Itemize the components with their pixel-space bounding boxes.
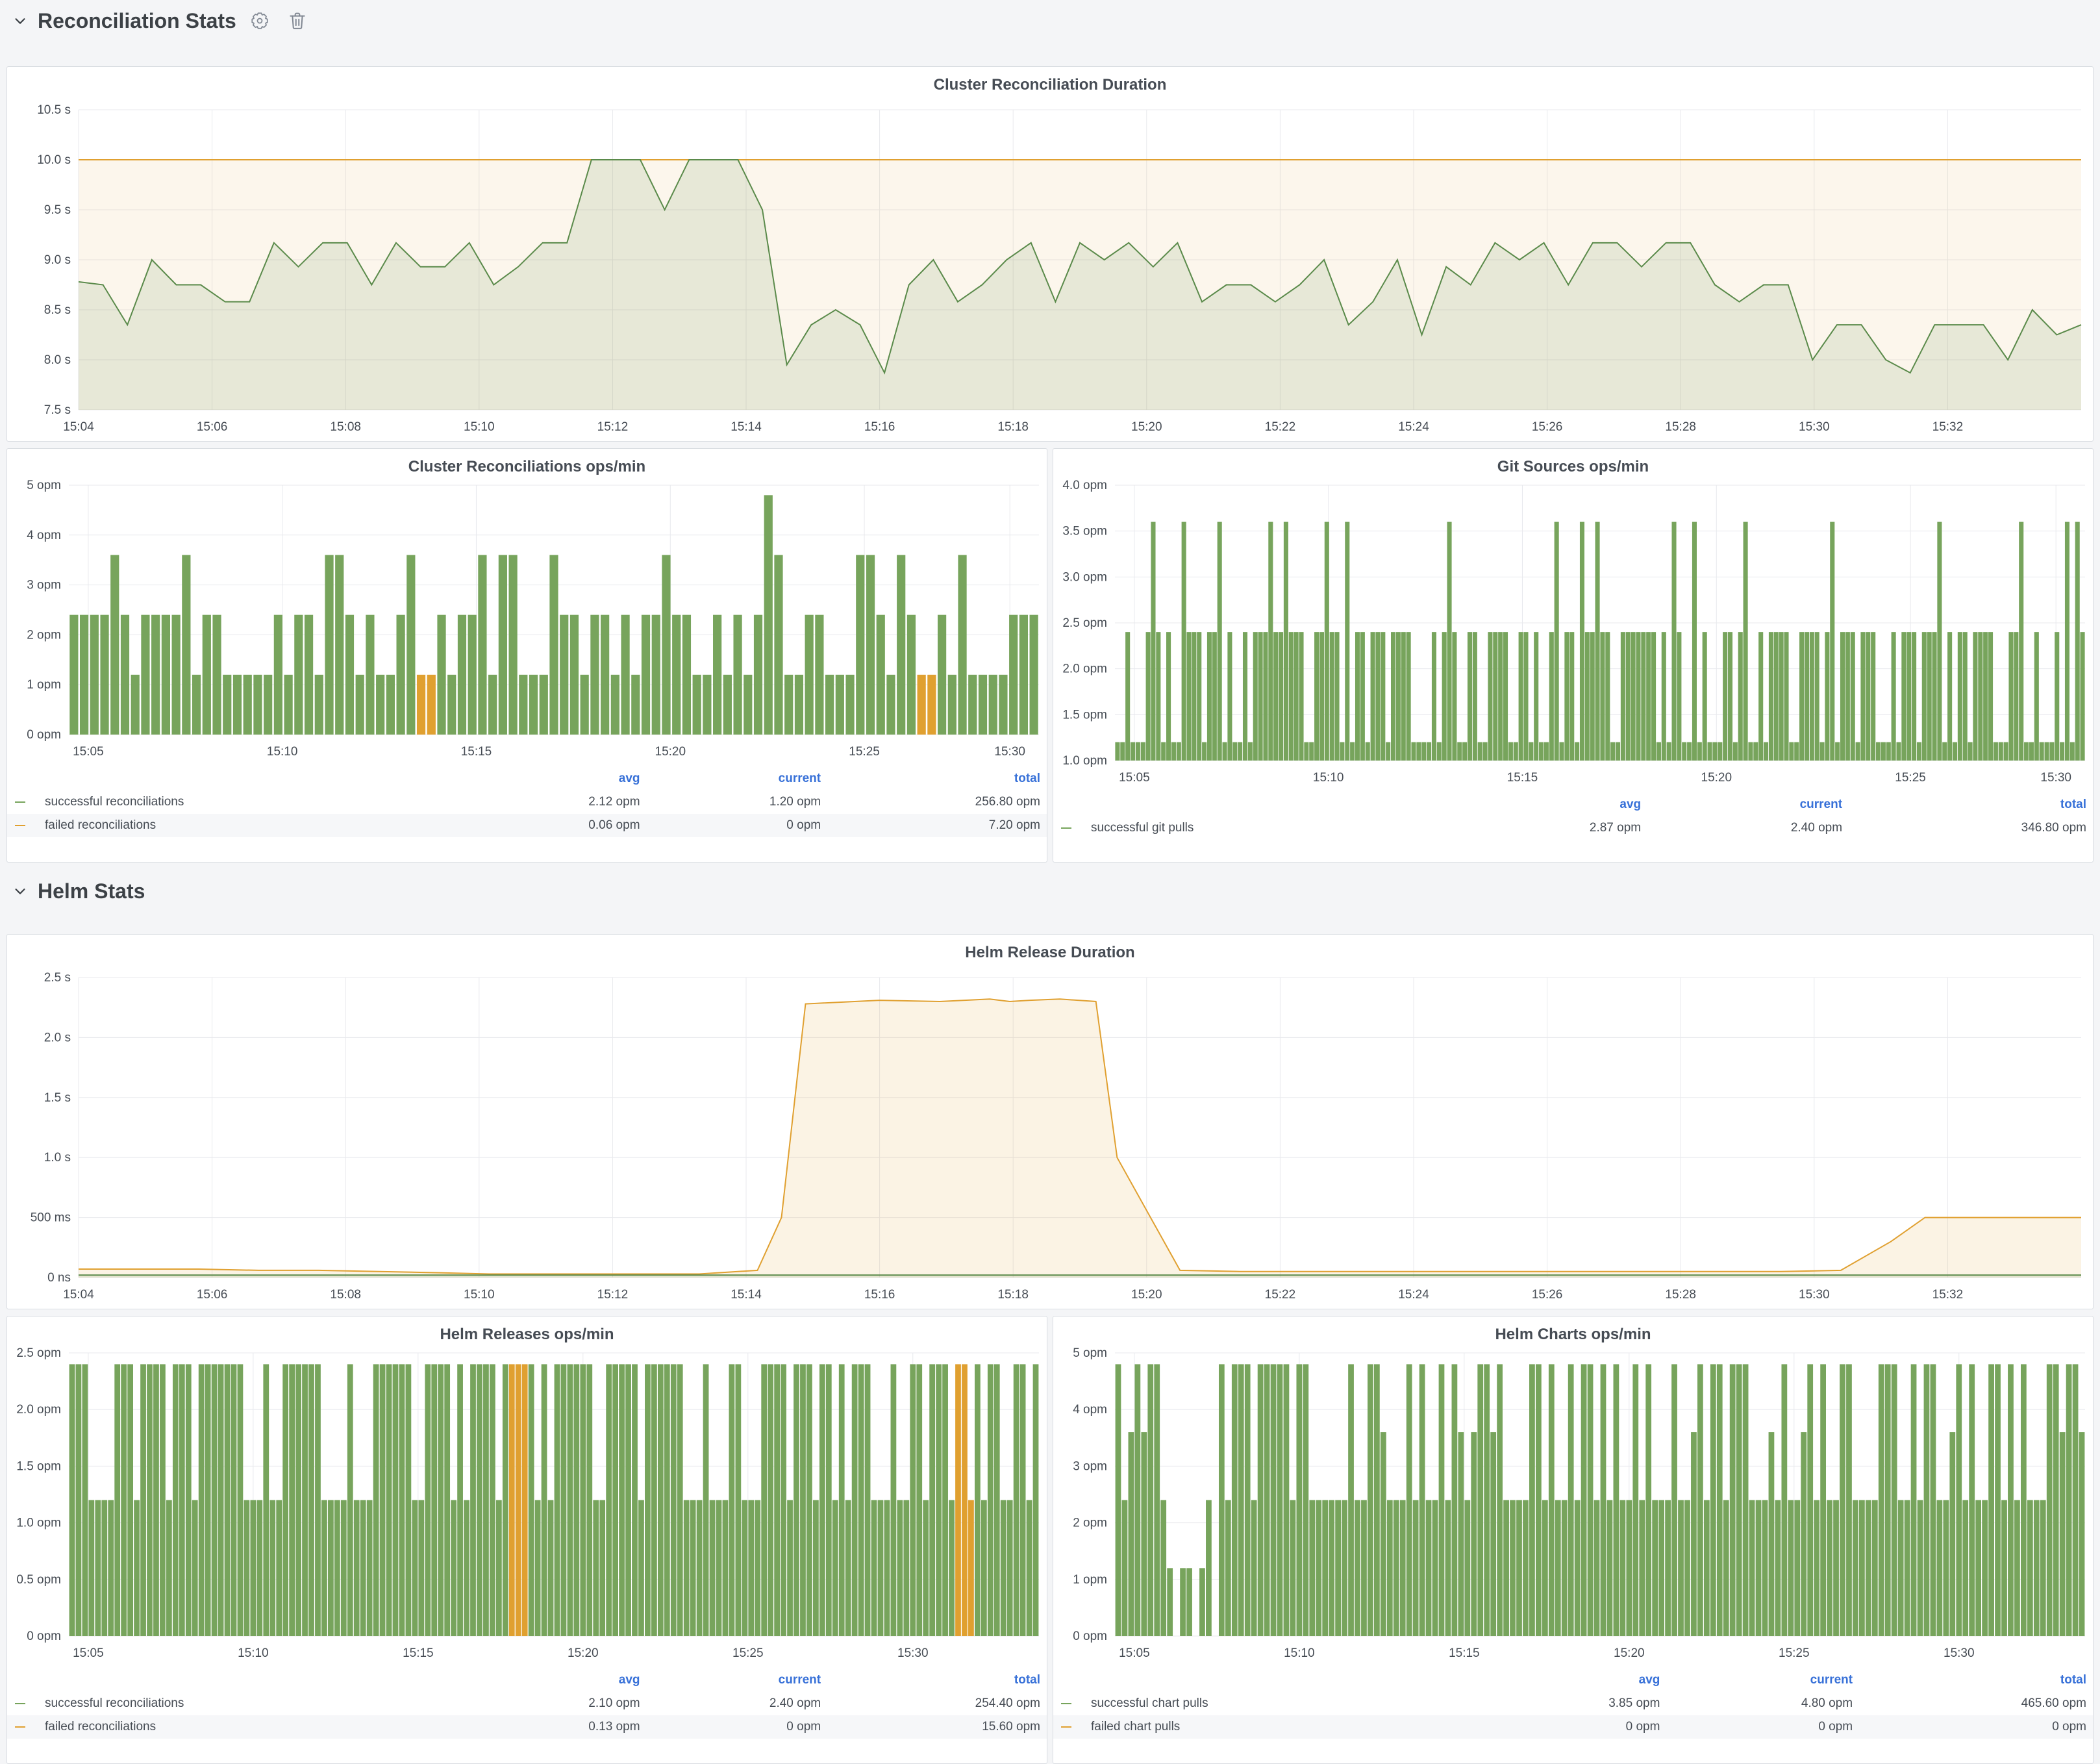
svg-text:2.5 opm: 2.5 opm [1062,616,1107,630]
svg-text:1.5 s: 1.5 s [44,1091,71,1105]
svg-text:15:30: 15:30 [1799,1288,1830,1302]
svg-text:3 opm: 3 opm [27,579,61,592]
svg-text:8.5 s: 8.5 s [44,303,71,317]
svg-text:15:14: 15:14 [731,420,762,434]
svg-text:0.5 opm: 0.5 opm [16,1573,61,1587]
svg-text:10.5 s: 10.5 s [37,103,71,117]
svg-text:15:15: 15:15 [403,1646,434,1660]
svg-text:15:10: 15:10 [238,1646,269,1660]
svg-text:15:22: 15:22 [1265,420,1296,434]
svg-text:15:15: 15:15 [1507,771,1538,785]
svg-text:10.0 s: 10.0 s [37,153,71,167]
svg-text:15:24: 15:24 [1398,1288,1429,1302]
svg-text:15:15: 15:15 [461,745,492,759]
svg-text:15:32: 15:32 [1932,1288,1964,1302]
svg-text:15:20: 15:20 [1131,1288,1162,1302]
svg-text:9.5 s: 9.5 s [44,203,71,217]
svg-text:15:15: 15:15 [1449,1646,1480,1660]
svg-text:15:06: 15:06 [197,420,228,434]
svg-text:0 opm: 0 opm [1073,1630,1107,1643]
svg-text:15:25: 15:25 [1895,771,1926,785]
svg-text:7.5 s: 7.5 s [44,403,71,417]
svg-text:1.0 opm: 1.0 opm [16,1517,61,1530]
svg-text:15:16: 15:16 [864,1288,895,1302]
svg-text:1 opm: 1 opm [27,678,61,692]
svg-text:15:25: 15:25 [732,1646,764,1660]
svg-text:15:18: 15:18 [997,420,1029,434]
svg-text:15:04: 15:04 [63,420,94,434]
svg-text:5 opm: 5 opm [1073,1346,1107,1360]
svg-text:15:30: 15:30 [994,745,1025,759]
svg-text:4.0 opm: 4.0 opm [1062,479,1107,492]
svg-text:15:32: 15:32 [1932,420,1964,434]
svg-text:1 opm: 1 opm [1073,1573,1107,1587]
svg-text:15:30: 15:30 [1799,420,1830,434]
svg-text:3 opm: 3 opm [1073,1459,1107,1473]
svg-text:2.5 opm: 2.5 opm [16,1346,61,1360]
svg-text:15:08: 15:08 [330,1288,361,1302]
svg-text:15:10: 15:10 [464,420,495,434]
svg-text:15:05: 15:05 [1119,771,1150,785]
svg-text:15:05: 15:05 [73,1646,104,1660]
svg-text:0 opm: 0 opm [27,728,61,742]
svg-text:2 opm: 2 opm [1073,1517,1107,1530]
svg-text:5 opm: 5 opm [27,479,61,492]
svg-text:2.0 opm: 2.0 opm [16,1403,61,1417]
svg-text:2.0 opm: 2.0 opm [1062,662,1107,676]
svg-text:1.0 opm: 1.0 opm [1062,754,1107,768]
svg-text:8.0 s: 8.0 s [44,353,71,367]
svg-text:15:26: 15:26 [1532,420,1563,434]
svg-text:15:12: 15:12 [597,420,629,434]
svg-text:15:20: 15:20 [1614,1646,1645,1660]
svg-text:9.0 s: 9.0 s [44,253,71,267]
svg-text:15:10: 15:10 [1313,771,1344,785]
svg-text:1.5 opm: 1.5 opm [16,1459,61,1473]
svg-text:15:12: 15:12 [597,1288,629,1302]
svg-text:4 opm: 4 opm [1073,1403,1107,1417]
svg-text:15:06: 15:06 [197,1288,228,1302]
svg-text:15:05: 15:05 [73,745,104,759]
svg-text:15:10: 15:10 [1284,1646,1315,1660]
svg-text:0 ns: 0 ns [47,1271,71,1285]
svg-text:1.5 opm: 1.5 opm [1062,708,1107,722]
svg-text:15:28: 15:28 [1665,420,1696,434]
svg-text:15:22: 15:22 [1265,1288,1296,1302]
svg-text:3.0 opm: 3.0 opm [1062,570,1107,584]
svg-text:1.0 s: 1.0 s [44,1151,71,1165]
svg-text:15:16: 15:16 [864,420,895,434]
svg-text:2.5 s: 2.5 s [44,971,71,985]
svg-text:15:25: 15:25 [1779,1646,1810,1660]
svg-text:15:10: 15:10 [267,745,298,759]
svg-text:15:04: 15:04 [63,1288,94,1302]
svg-text:15:30: 15:30 [897,1646,929,1660]
svg-text:15:05: 15:05 [1119,1646,1150,1660]
svg-text:0 opm: 0 opm [27,1630,61,1643]
svg-text:3.5 opm: 3.5 opm [1062,525,1107,538]
svg-text:15:08: 15:08 [330,420,361,434]
svg-text:15:18: 15:18 [997,1288,1029,1302]
svg-text:15:30: 15:30 [2040,771,2071,785]
svg-text:15:14: 15:14 [731,1288,762,1302]
svg-text:2 opm: 2 opm [27,628,61,642]
svg-text:15:25: 15:25 [849,745,880,759]
svg-text:15:20: 15:20 [655,745,686,759]
svg-text:15:20: 15:20 [568,1646,599,1660]
svg-text:15:30: 15:30 [1944,1646,1975,1660]
svg-text:500 ms: 500 ms [31,1211,71,1225]
svg-text:15:10: 15:10 [464,1288,495,1302]
svg-text:15:20: 15:20 [1131,420,1162,434]
svg-text:15:24: 15:24 [1398,420,1429,434]
svg-text:2.0 s: 2.0 s [44,1031,71,1044]
svg-text:4 opm: 4 opm [27,529,61,542]
svg-text:15:26: 15:26 [1532,1288,1563,1302]
svg-text:15:28: 15:28 [1665,1288,1696,1302]
svg-text:15:20: 15:20 [1701,771,1732,785]
